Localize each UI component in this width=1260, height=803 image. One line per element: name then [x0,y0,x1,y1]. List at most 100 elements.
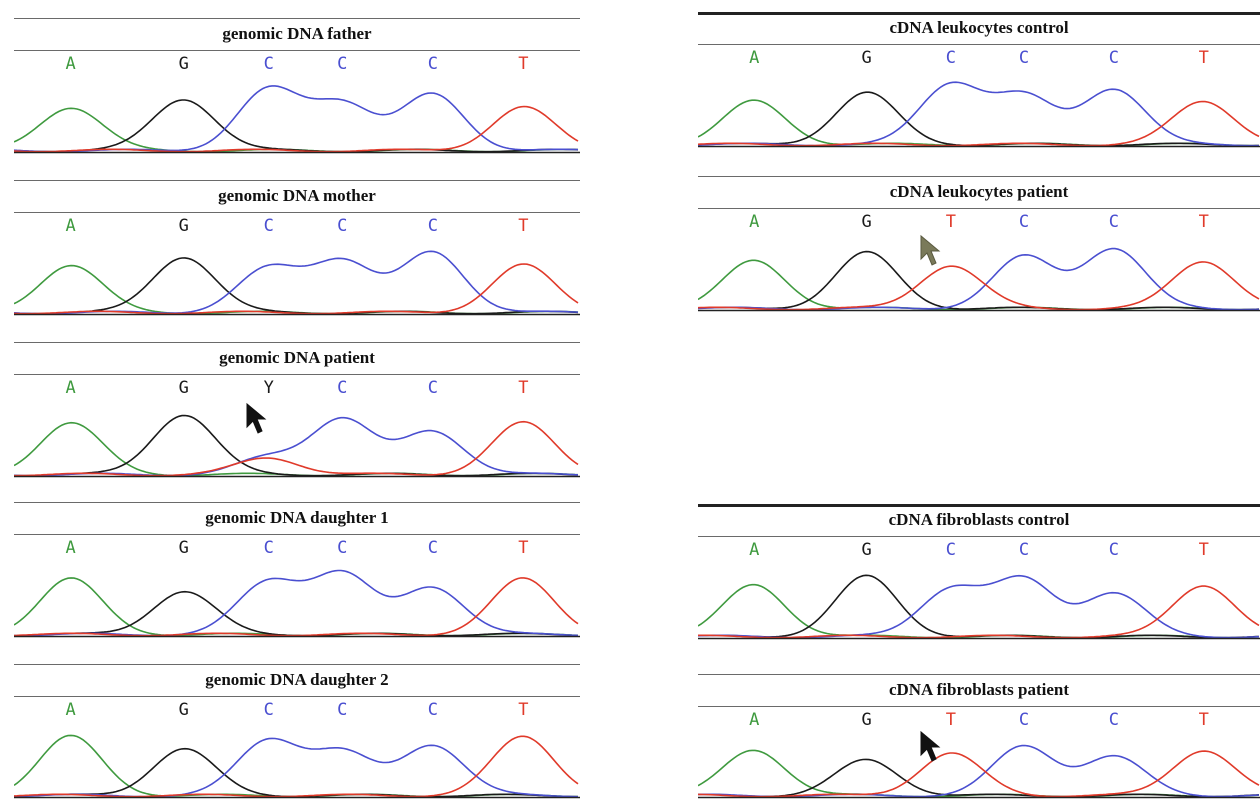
base-call-G: G [861,48,872,68]
trace-T [14,420,579,477]
chromatogram-trace [14,734,580,799]
panel-title: genomic DNA patient [219,348,375,367]
chromatogram-trace [14,569,580,638]
base-call-Y: Y [263,378,274,398]
panel-title: genomic DNA mother [218,186,376,205]
trace-A [698,259,1260,311]
base-call-C: C [1018,48,1030,68]
trace-T [14,735,579,798]
base-call-C: C [263,216,274,236]
chromatogram-trace [14,85,580,154]
base-call-A: A [65,54,76,74]
panel-title: cDNA leukocytes control [889,18,1069,37]
chromatogram-trace [14,414,580,478]
base-call-G: G [861,540,872,560]
mutation-arrow-leukocytes-patient [920,234,941,266]
base-call-C: C [263,54,274,74]
base-call-G: G [861,710,872,730]
panel-title: cDNA fibroblasts control [888,510,1070,529]
base-call-C: C [337,538,348,558]
base-call-T: T [518,216,529,236]
base-call-C: C [1018,540,1030,560]
panel-genomic-daughter2: genomic DNA daughter 2 A G C C C T [14,664,580,803]
trace-T [14,105,579,153]
trace-T [698,100,1260,147]
trace-T [14,263,579,315]
base-call-C: C [427,216,438,236]
trace-G [698,758,1260,798]
base-call-G: G [178,700,189,720]
base-call-C: C [337,54,348,74]
base-call-C: C [337,216,348,236]
panel-cdna-fibroblasts-control: cDNA fibroblasts control A G C C C T [698,504,1260,644]
trace-T [698,585,1260,639]
panel-cdna-fibroblasts-patient: cDNA fibroblasts patient A G T C C T [698,674,1260,803]
base-call-T: T [518,54,529,74]
mutation-arrow-fibroblasts-patient [920,730,941,762]
panel-title: genomic DNA daughter 1 [205,508,389,527]
chromatogram-trace [698,574,1260,640]
panel-title: cDNA fibroblasts patient [888,680,1070,699]
base-call-A: A [749,48,760,68]
trace-T [14,577,579,637]
base-call-T: T [1198,212,1209,232]
panel-genomic-mother: genomic DNA mother A G C C C T [14,180,580,320]
chromatogram-trace [698,81,1260,148]
base-call-C: C [1108,710,1119,730]
base-call-A: A [749,710,760,730]
base-call-C: C [945,48,957,68]
panel-genomic-daughter1: genomic DNA daughter 1 A G C C C T [14,502,580,642]
base-call-T: T [1198,48,1209,68]
base-call-C: C [1018,710,1030,730]
trace-C [698,744,1260,798]
base-call-G: G [178,538,189,558]
base-call-C: C [427,700,438,720]
trace-G [698,91,1259,147]
base-call-C: C [337,700,348,720]
trace-G [698,250,1260,311]
base-call-A: A [749,212,760,232]
trace-C [14,416,579,477]
trace-T [698,261,1260,311]
base-call-A: A [65,538,76,558]
trace-T [698,750,1260,798]
base-call-C: C [337,378,348,398]
trace-C [14,85,579,153]
base-call-C: C [427,378,438,398]
chromatogram-trace [698,247,1260,312]
base-call-C: C [263,700,274,720]
base-call-A: A [749,540,760,560]
panel-genomic-patient: genomic DNA patient A G Y C C T [14,342,580,482]
trace-A [698,99,1259,147]
base-call-C: C [427,54,438,74]
base-call-C: C [1108,48,1119,68]
base-call-C: C [1018,212,1030,232]
trace-G [14,414,579,477]
panel-cdna-leukocytes-patient: cDNA leukocytes patient A G T C C T [698,176,1260,316]
trace-C [698,81,1259,147]
base-call-T: T [945,710,957,730]
mutation-arrow-genomic-patient [246,402,267,434]
trace-C [14,737,578,798]
base-call-C: C [1108,212,1119,232]
base-call-T: T [518,700,529,720]
panel-genomic-father: genomic DNA father A G C C C T [14,18,580,158]
base-call-G: G [178,54,189,74]
base-call-T: T [1198,540,1209,560]
base-call-T: T [1198,710,1209,730]
base-call-A: A [65,378,76,398]
chromatogram-trace [14,250,580,316]
base-call-T: T [945,212,957,232]
panel-title: genomic DNA daughter 2 [205,670,389,689]
chromatogram-trace [698,744,1260,799]
panel-cdna-leukocytes-control: cDNA leukocytes control A G C C C T [698,12,1260,152]
panel-title: genomic DNA father [222,24,372,43]
panel-title: cDNA leukocytes patient [889,182,1069,201]
